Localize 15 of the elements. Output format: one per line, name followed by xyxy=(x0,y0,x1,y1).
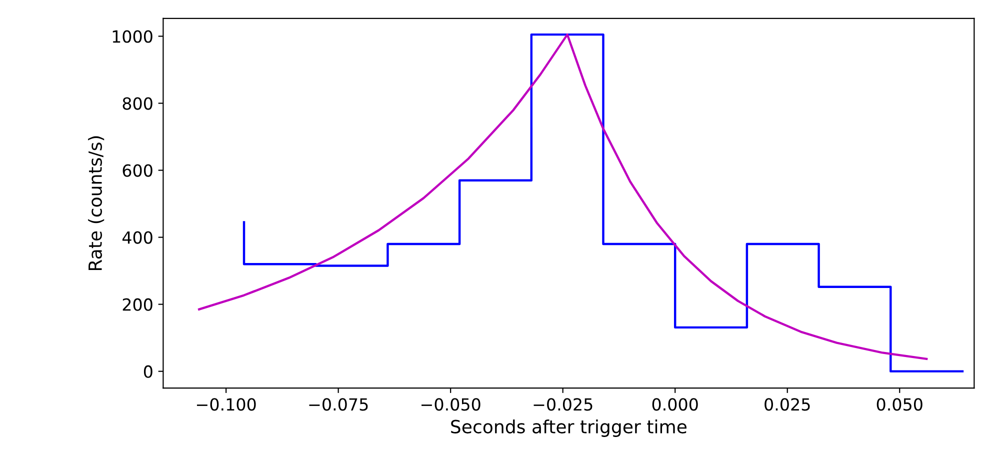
x-tick-label: −0.100 xyxy=(196,398,256,411)
y-tick-label: 0 xyxy=(144,365,152,378)
y-tick-label: 1000 xyxy=(112,30,152,43)
x-tick-label: −0.025 xyxy=(534,398,592,411)
y-tick-label: 200 xyxy=(122,298,152,311)
y-tick-label: 800 xyxy=(122,97,152,110)
y-tick-label: 600 xyxy=(122,164,152,177)
x-tick-label: 0.000 xyxy=(652,398,698,411)
x-tick-label: 0.050 xyxy=(876,398,922,411)
x-tick-label: 0.025 xyxy=(764,398,810,411)
y-tick-label: 400 xyxy=(122,231,152,244)
x-tick-label: −0.050 xyxy=(422,398,480,411)
x-tick-label: −0.075 xyxy=(309,398,368,411)
x-axis-title: Seconds after trigger time xyxy=(451,419,686,437)
y-axis-title: Rate (counts/s) xyxy=(88,136,104,270)
